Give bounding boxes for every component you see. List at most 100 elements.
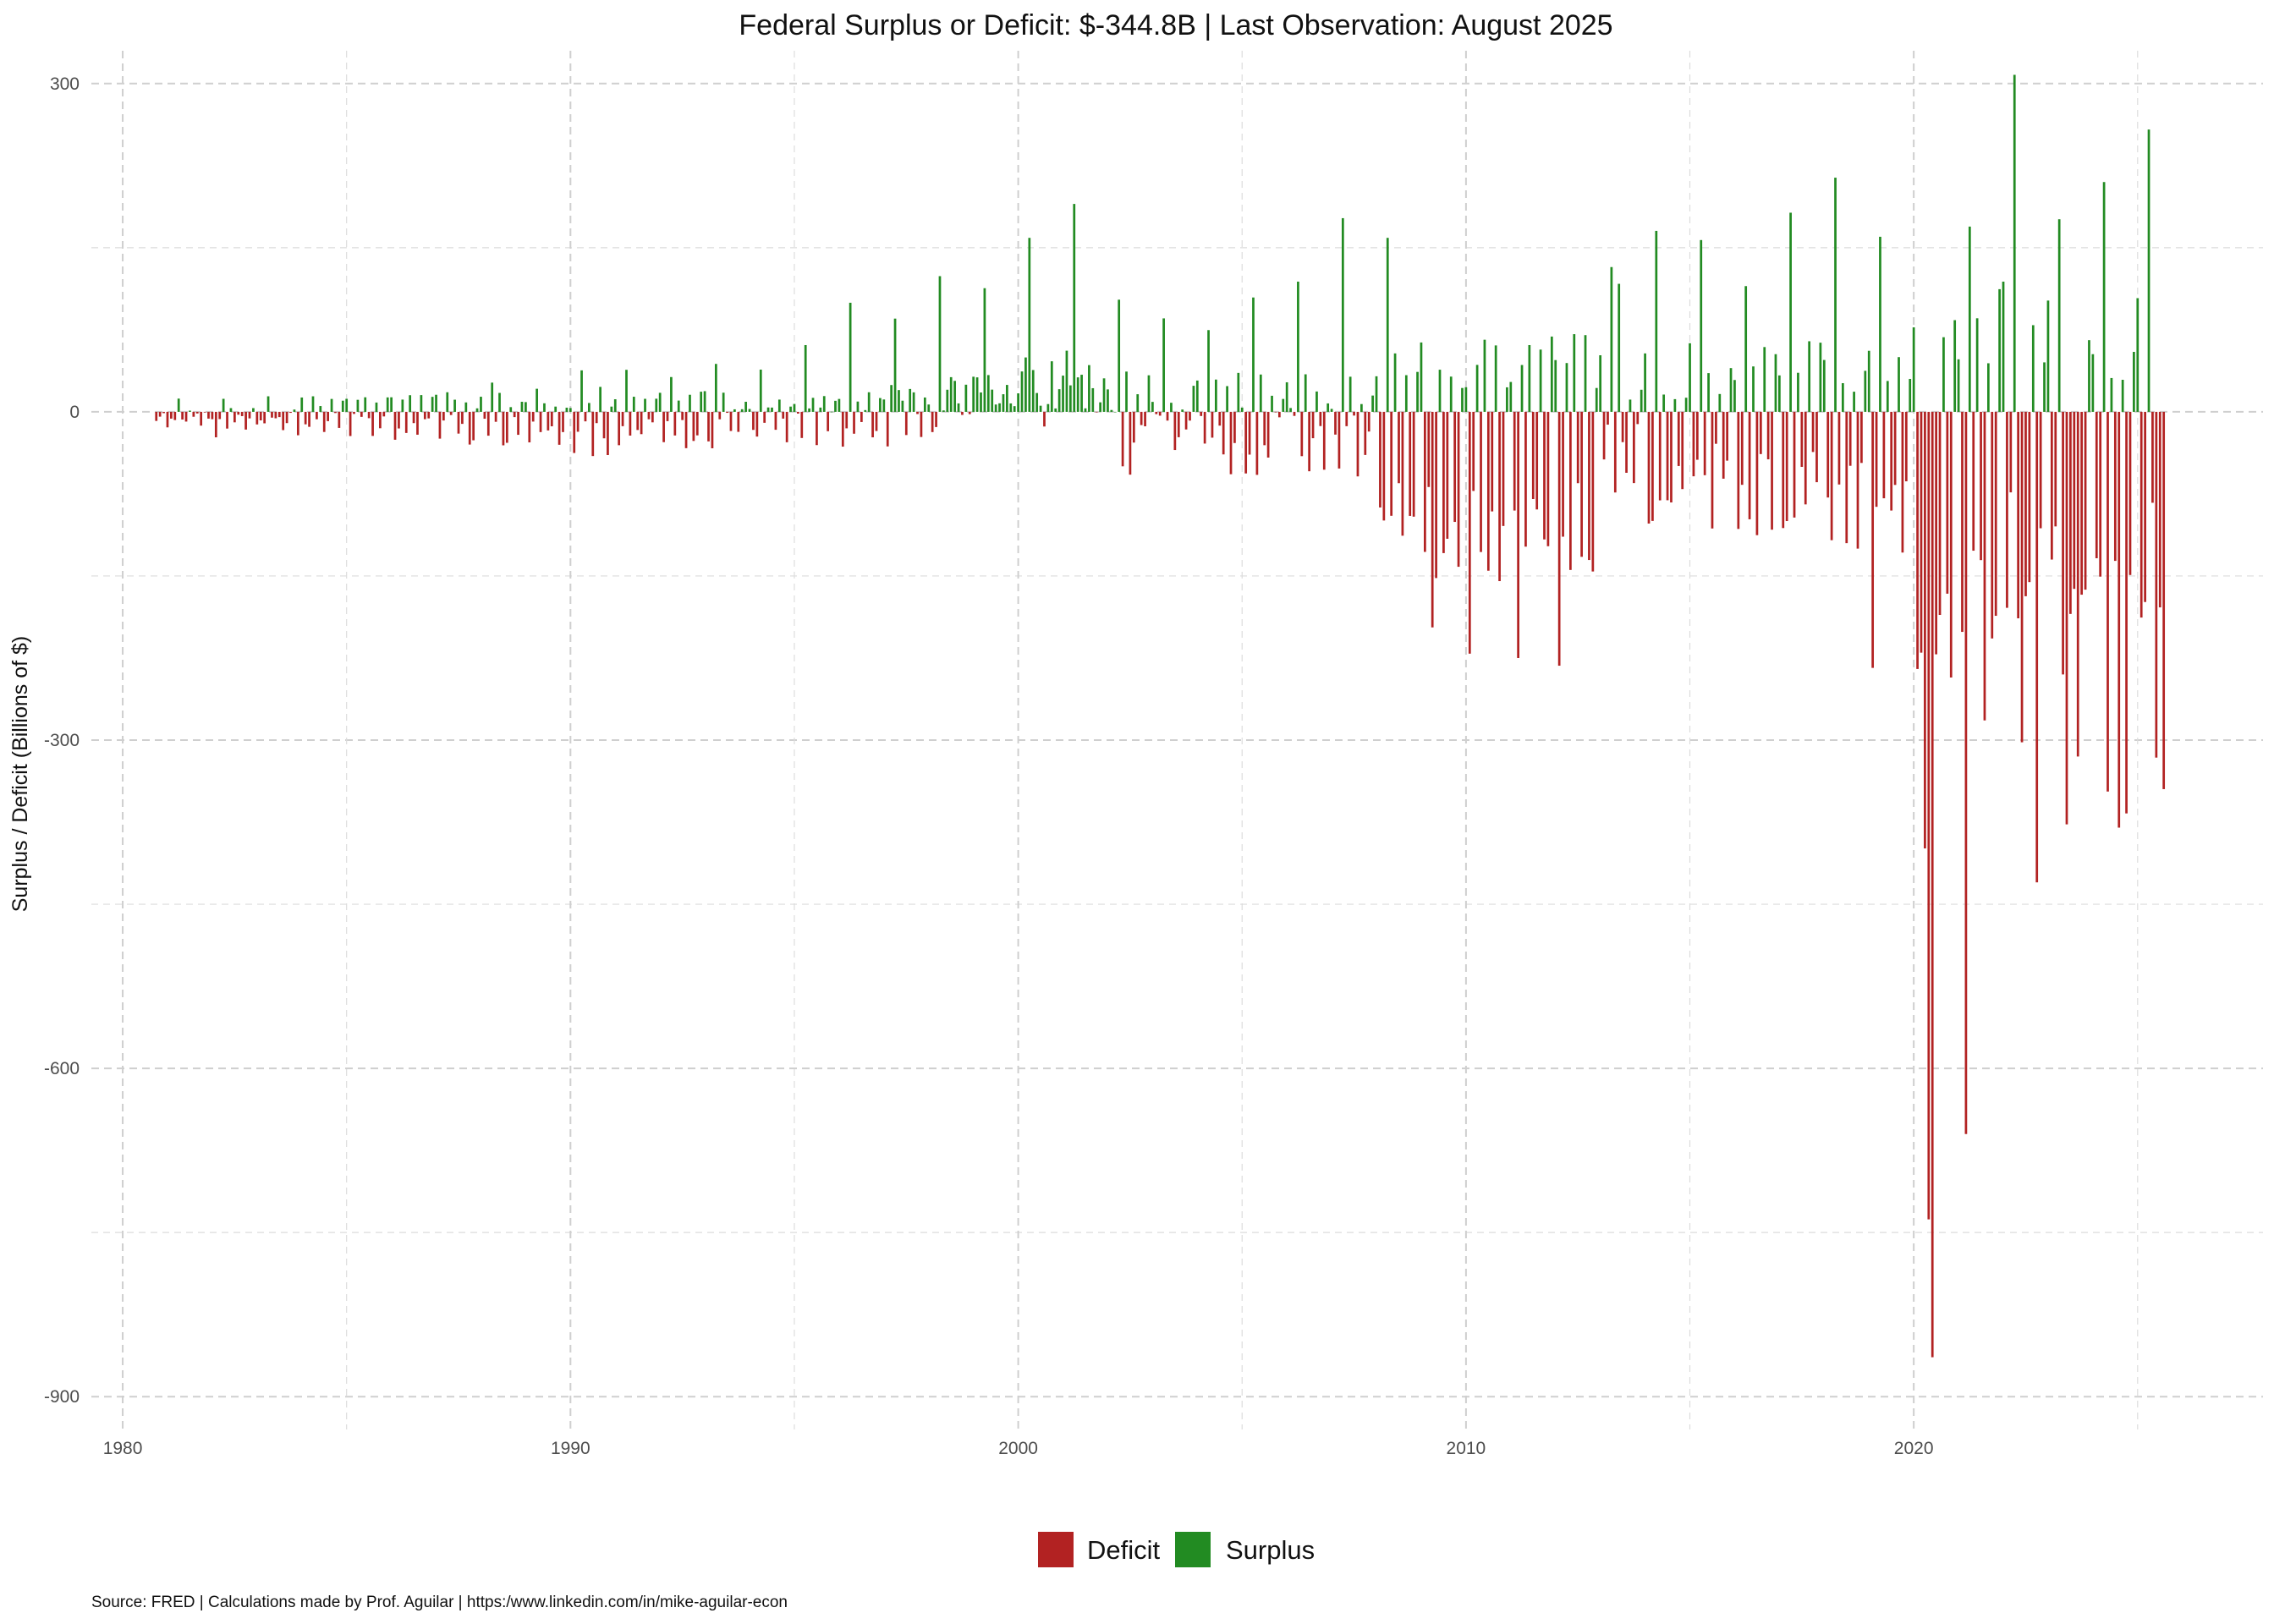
bar-deficit [1658, 411, 1662, 501]
bar-surplus [1013, 406, 1016, 412]
bar-deficit [1901, 411, 1904, 553]
bar-deficit [505, 411, 508, 443]
bar-surplus [177, 398, 180, 412]
bar-surplus [2091, 354, 2095, 412]
bar-deficit [296, 411, 299, 436]
bar-surplus [1438, 370, 1442, 412]
y-tick-label: -600 [44, 1059, 80, 1078]
bar-surplus [568, 408, 572, 412]
bar-surplus [1610, 266, 1613, 412]
bar-deficit [162, 411, 165, 414]
bar-deficit [1666, 411, 1669, 501]
bar-deficit [1591, 411, 1595, 572]
bar-deficit [827, 411, 830, 431]
bar-surplus [543, 403, 546, 412]
bar-deficit [886, 411, 889, 447]
bar-deficit [1994, 411, 1997, 617]
bar-deficit [1334, 411, 1337, 435]
bar-deficit [1300, 411, 1304, 457]
bar-deficit [282, 411, 285, 431]
bar-deficit [1837, 411, 1841, 485]
bar-surplus [588, 403, 590, 412]
bar-deficit [1132, 411, 1135, 443]
bar-deficit [875, 411, 878, 431]
bar-deficit [461, 411, 464, 425]
bar-deficit [334, 411, 337, 414]
bar-deficit [2155, 411, 2158, 758]
bar-surplus [1573, 334, 1576, 412]
bar-surplus [1386, 238, 1389, 412]
bar-surplus [431, 397, 434, 412]
bar-surplus [509, 407, 513, 412]
bar-surplus [1763, 347, 1766, 412]
bar-deficit [192, 411, 195, 417]
bar-deficit [576, 411, 579, 432]
bar-surplus [658, 392, 662, 412]
bar-deficit [1848, 411, 1852, 466]
bar-surplus [1017, 393, 1019, 412]
bar-surplus [1226, 386, 1228, 412]
bar-surplus [1006, 385, 1008, 412]
bar-surplus [1371, 395, 1374, 412]
bar-deficit [841, 411, 844, 447]
bar-surplus [771, 407, 773, 412]
bar-surplus [565, 407, 568, 412]
bar-surplus [1689, 343, 1691, 412]
bar-surplus [1867, 350, 1870, 412]
bar-deficit [1337, 411, 1341, 469]
bar-deficit [647, 411, 651, 420]
bar-surplus [599, 387, 601, 412]
bar-surplus [759, 369, 762, 412]
bar-deficit [240, 411, 244, 416]
bar-deficit [774, 411, 777, 431]
bar-surplus [330, 398, 333, 412]
bar-surplus [1360, 403, 1363, 412]
bar-deficit [1293, 411, 1296, 416]
bar-deficit [1677, 411, 1680, 466]
bar-surplus [1461, 387, 1464, 412]
bar-surplus [1057, 389, 1061, 412]
bar-deficit [1390, 411, 1393, 516]
bar-deficit [1670, 411, 1673, 503]
bar-deficit [1793, 411, 1796, 518]
bar-deficit [2080, 411, 2083, 595]
bar-surplus [1640, 389, 1643, 412]
bar-deficit [1177, 411, 1180, 437]
bar-deficit [550, 411, 553, 426]
bar-surplus [2057, 219, 2061, 412]
bar-deficit [1480, 411, 1482, 552]
bar-deficit [468, 411, 471, 445]
bar-deficit [412, 411, 415, 424]
bar-deficit [349, 411, 352, 436]
y-tick-label: -300 [44, 731, 80, 750]
bar-deficit [277, 411, 281, 418]
bar-surplus [740, 409, 744, 412]
bar-surplus [1998, 288, 2001, 412]
bar-surplus [1237, 372, 1240, 412]
bar-deficit [1935, 411, 1937, 655]
bar-deficit [1964, 411, 1968, 1134]
bar-deficit [1830, 411, 1833, 540]
bar-surplus [1297, 281, 1299, 412]
bar-deficit [707, 411, 710, 442]
bar-deficit [1927, 411, 1931, 1220]
bar-deficit [1557, 411, 1561, 667]
bar-surplus [949, 376, 953, 412]
caption: Source: FRED | Calculations made by Prof… [91, 1594, 788, 1611]
bar-surplus [923, 397, 926, 412]
bar-surplus [953, 381, 956, 412]
bar-deficit [195, 411, 199, 414]
bar-deficit [845, 411, 849, 429]
bar-surplus [1181, 409, 1184, 412]
bar-surplus [1240, 407, 1244, 412]
bar-deficit [1759, 411, 1762, 454]
bar-surplus [1595, 387, 1598, 412]
bar-surplus [1341, 217, 1344, 412]
bar-deficit [640, 411, 643, 435]
bar-deficit [931, 411, 934, 432]
bar-deficit [1277, 411, 1281, 418]
bar-deficit [1442, 411, 1445, 553]
bar-deficit [1647, 411, 1651, 524]
bar-surplus [401, 399, 404, 412]
bar-deficit [1424, 411, 1426, 552]
